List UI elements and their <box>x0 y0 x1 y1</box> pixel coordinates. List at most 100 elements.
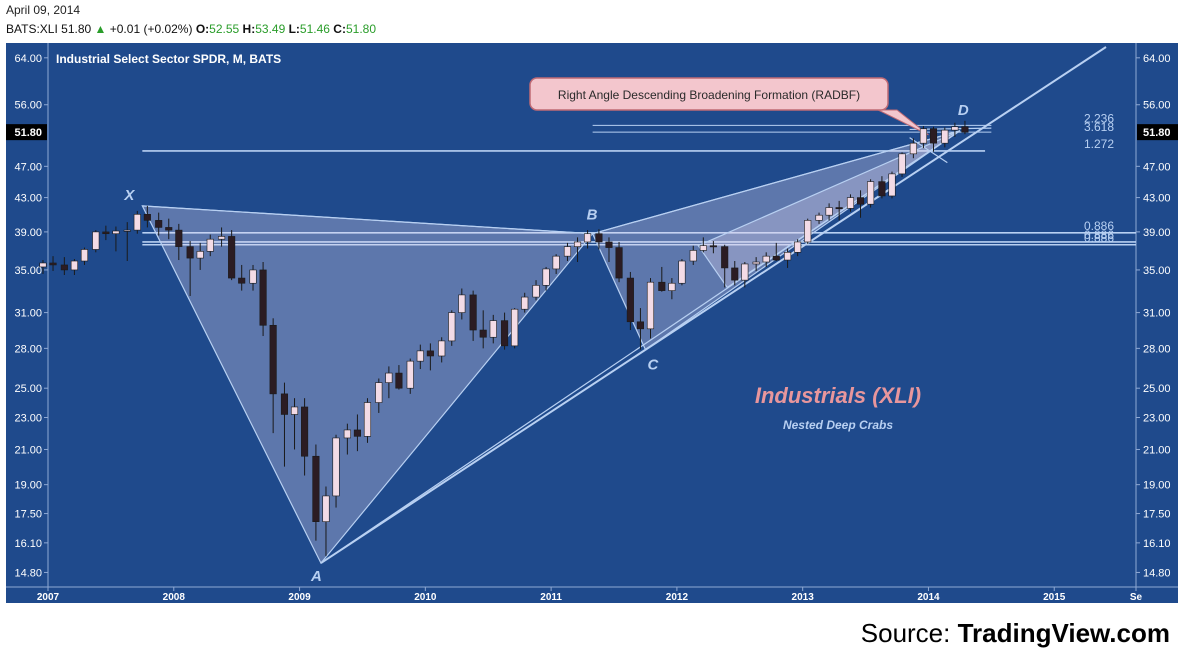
y-tick-label-right: 35.00 <box>1143 265 1171 277</box>
y-tick-label-left: 23.00 <box>14 413 42 425</box>
candle-body <box>112 230 120 235</box>
candle-body <box>375 382 383 403</box>
candle-body <box>196 251 204 259</box>
candle-body <box>322 495 330 522</box>
y-tick-label-left: 21.00 <box>14 444 42 456</box>
y-tick-label-left: 35.00 <box>14 265 42 277</box>
fib-level-label: 3.618 <box>1084 120 1114 134</box>
candle-body <box>825 207 833 216</box>
candle-body <box>804 220 812 243</box>
candle-body <box>363 402 372 437</box>
candle-body <box>269 324 277 395</box>
x-tick-label: 2008 <box>163 592 186 603</box>
candle-body <box>458 294 466 313</box>
candle-body <box>39 262 47 268</box>
quote-summary: BATS:XLI 51.80 ▲ +0.01 (+0.02%) O:52.55 … <box>6 22 376 36</box>
last-price-badge-left <box>6 124 47 141</box>
fib-level-label: 0.886 <box>1084 219 1114 233</box>
candle-body <box>80 249 89 262</box>
x-tick-label: 2013 <box>792 592 815 603</box>
candle-body <box>856 197 865 205</box>
x-tick-label: 2009 <box>288 592 311 603</box>
candle-body <box>835 207 843 210</box>
y-tick-label-right: 19.00 <box>1143 480 1171 492</box>
candle-body <box>709 245 717 248</box>
candle-body <box>909 142 917 155</box>
chart-title: Industrial Select Sector SPDR, M, BATS <box>56 52 281 66</box>
candle-body <box>678 260 686 284</box>
candle-body <box>438 340 446 357</box>
y-tick-label-left: 47.00 <box>14 161 42 173</box>
candle-body <box>929 128 938 144</box>
high-label: H: <box>242 22 256 36</box>
candle-body <box>406 360 414 389</box>
y-tick-label-left: 14.80 <box>14 567 42 579</box>
candle-body <box>165 227 173 231</box>
y-tick-label-right: 17.50 <box>1143 509 1171 521</box>
candle-body <box>941 129 949 144</box>
candle-body <box>563 246 572 257</box>
candle-body <box>919 128 927 144</box>
candle-body <box>123 229 131 232</box>
candle-body <box>353 429 361 437</box>
candle-body <box>259 269 267 326</box>
high-value: 53.49 <box>255 22 286 36</box>
candle-body <box>584 233 592 243</box>
x-tick-label: 2012 <box>666 592 689 603</box>
candle-body <box>469 294 477 331</box>
candle-body <box>249 269 257 284</box>
up-arrow-icon: ▲ <box>94 22 107 36</box>
candle-body <box>772 255 780 261</box>
fib-level-label: 1.272 <box>1084 137 1114 151</box>
y-tick-label-right: 39.00 <box>1143 227 1171 239</box>
chart-area[interactable]: 64.00 64.00 56.00 56.00 47.00 47.00 43.00 43.00… <box>6 43 1178 603</box>
candle-body <box>721 246 729 269</box>
candle-body <box>175 229 183 247</box>
candle-body <box>595 233 603 243</box>
y-tick-label-right: 64.00 <box>1143 53 1171 65</box>
x-tick-label: 2014 <box>917 592 940 603</box>
candle-body <box>762 255 770 263</box>
x-tick-label: 2011 <box>540 592 562 603</box>
y-tick-label-left: 17.50 <box>14 509 42 521</box>
price-chart[interactable]: 64.00 64.00 56.00 56.00 47.00 47.00 43.00 43.00… <box>6 43 1178 603</box>
x-tick-label: 2015 <box>1043 592 1066 603</box>
pattern-point-label: A <box>310 568 322 585</box>
candle-body <box>228 236 236 279</box>
y-tick-label-left: 56.00 <box>14 100 42 112</box>
label-layer: X A B C D <box>123 102 969 585</box>
pattern-point-label: X <box>123 187 135 204</box>
symbol-label: BATS:XLI <box>6 22 58 36</box>
y-tick-label-right: 25.00 <box>1143 383 1171 395</box>
bd-line <box>592 130 961 235</box>
y-tick-label-right: 56.00 <box>1143 100 1171 112</box>
close-value: 51.80 <box>345 22 376 36</box>
open-label: O: <box>195 22 210 36</box>
candle-body <box>878 181 886 197</box>
candle-body <box>961 126 969 133</box>
candle-body <box>542 268 550 286</box>
candle-body <box>511 308 519 347</box>
candle-body <box>238 277 246 284</box>
candle-body <box>636 321 644 330</box>
y-tick-label-right: 23.00 <box>1143 413 1171 425</box>
last-price-badge-right <box>1137 124 1178 141</box>
x-tick-label: 2007 <box>37 592 60 603</box>
pattern-point-label: D <box>958 102 969 119</box>
x-tick-label: Se <box>1130 592 1143 603</box>
candle-body <box>658 281 666 291</box>
candle-body <box>532 285 540 298</box>
candle-body <box>646 281 655 330</box>
candle-body <box>867 181 875 205</box>
y-tick-label-left: 25.00 <box>14 383 42 395</box>
candle-body <box>92 231 100 250</box>
price-change: +0.01 (+0.02%) <box>109 22 193 36</box>
candle-body <box>501 320 509 347</box>
candle-body <box>143 214 151 221</box>
candle-body <box>155 220 163 228</box>
candle-body <box>752 261 760 265</box>
candle-body <box>416 350 424 362</box>
candle-body <box>186 246 194 259</box>
candle-body <box>280 393 289 415</box>
